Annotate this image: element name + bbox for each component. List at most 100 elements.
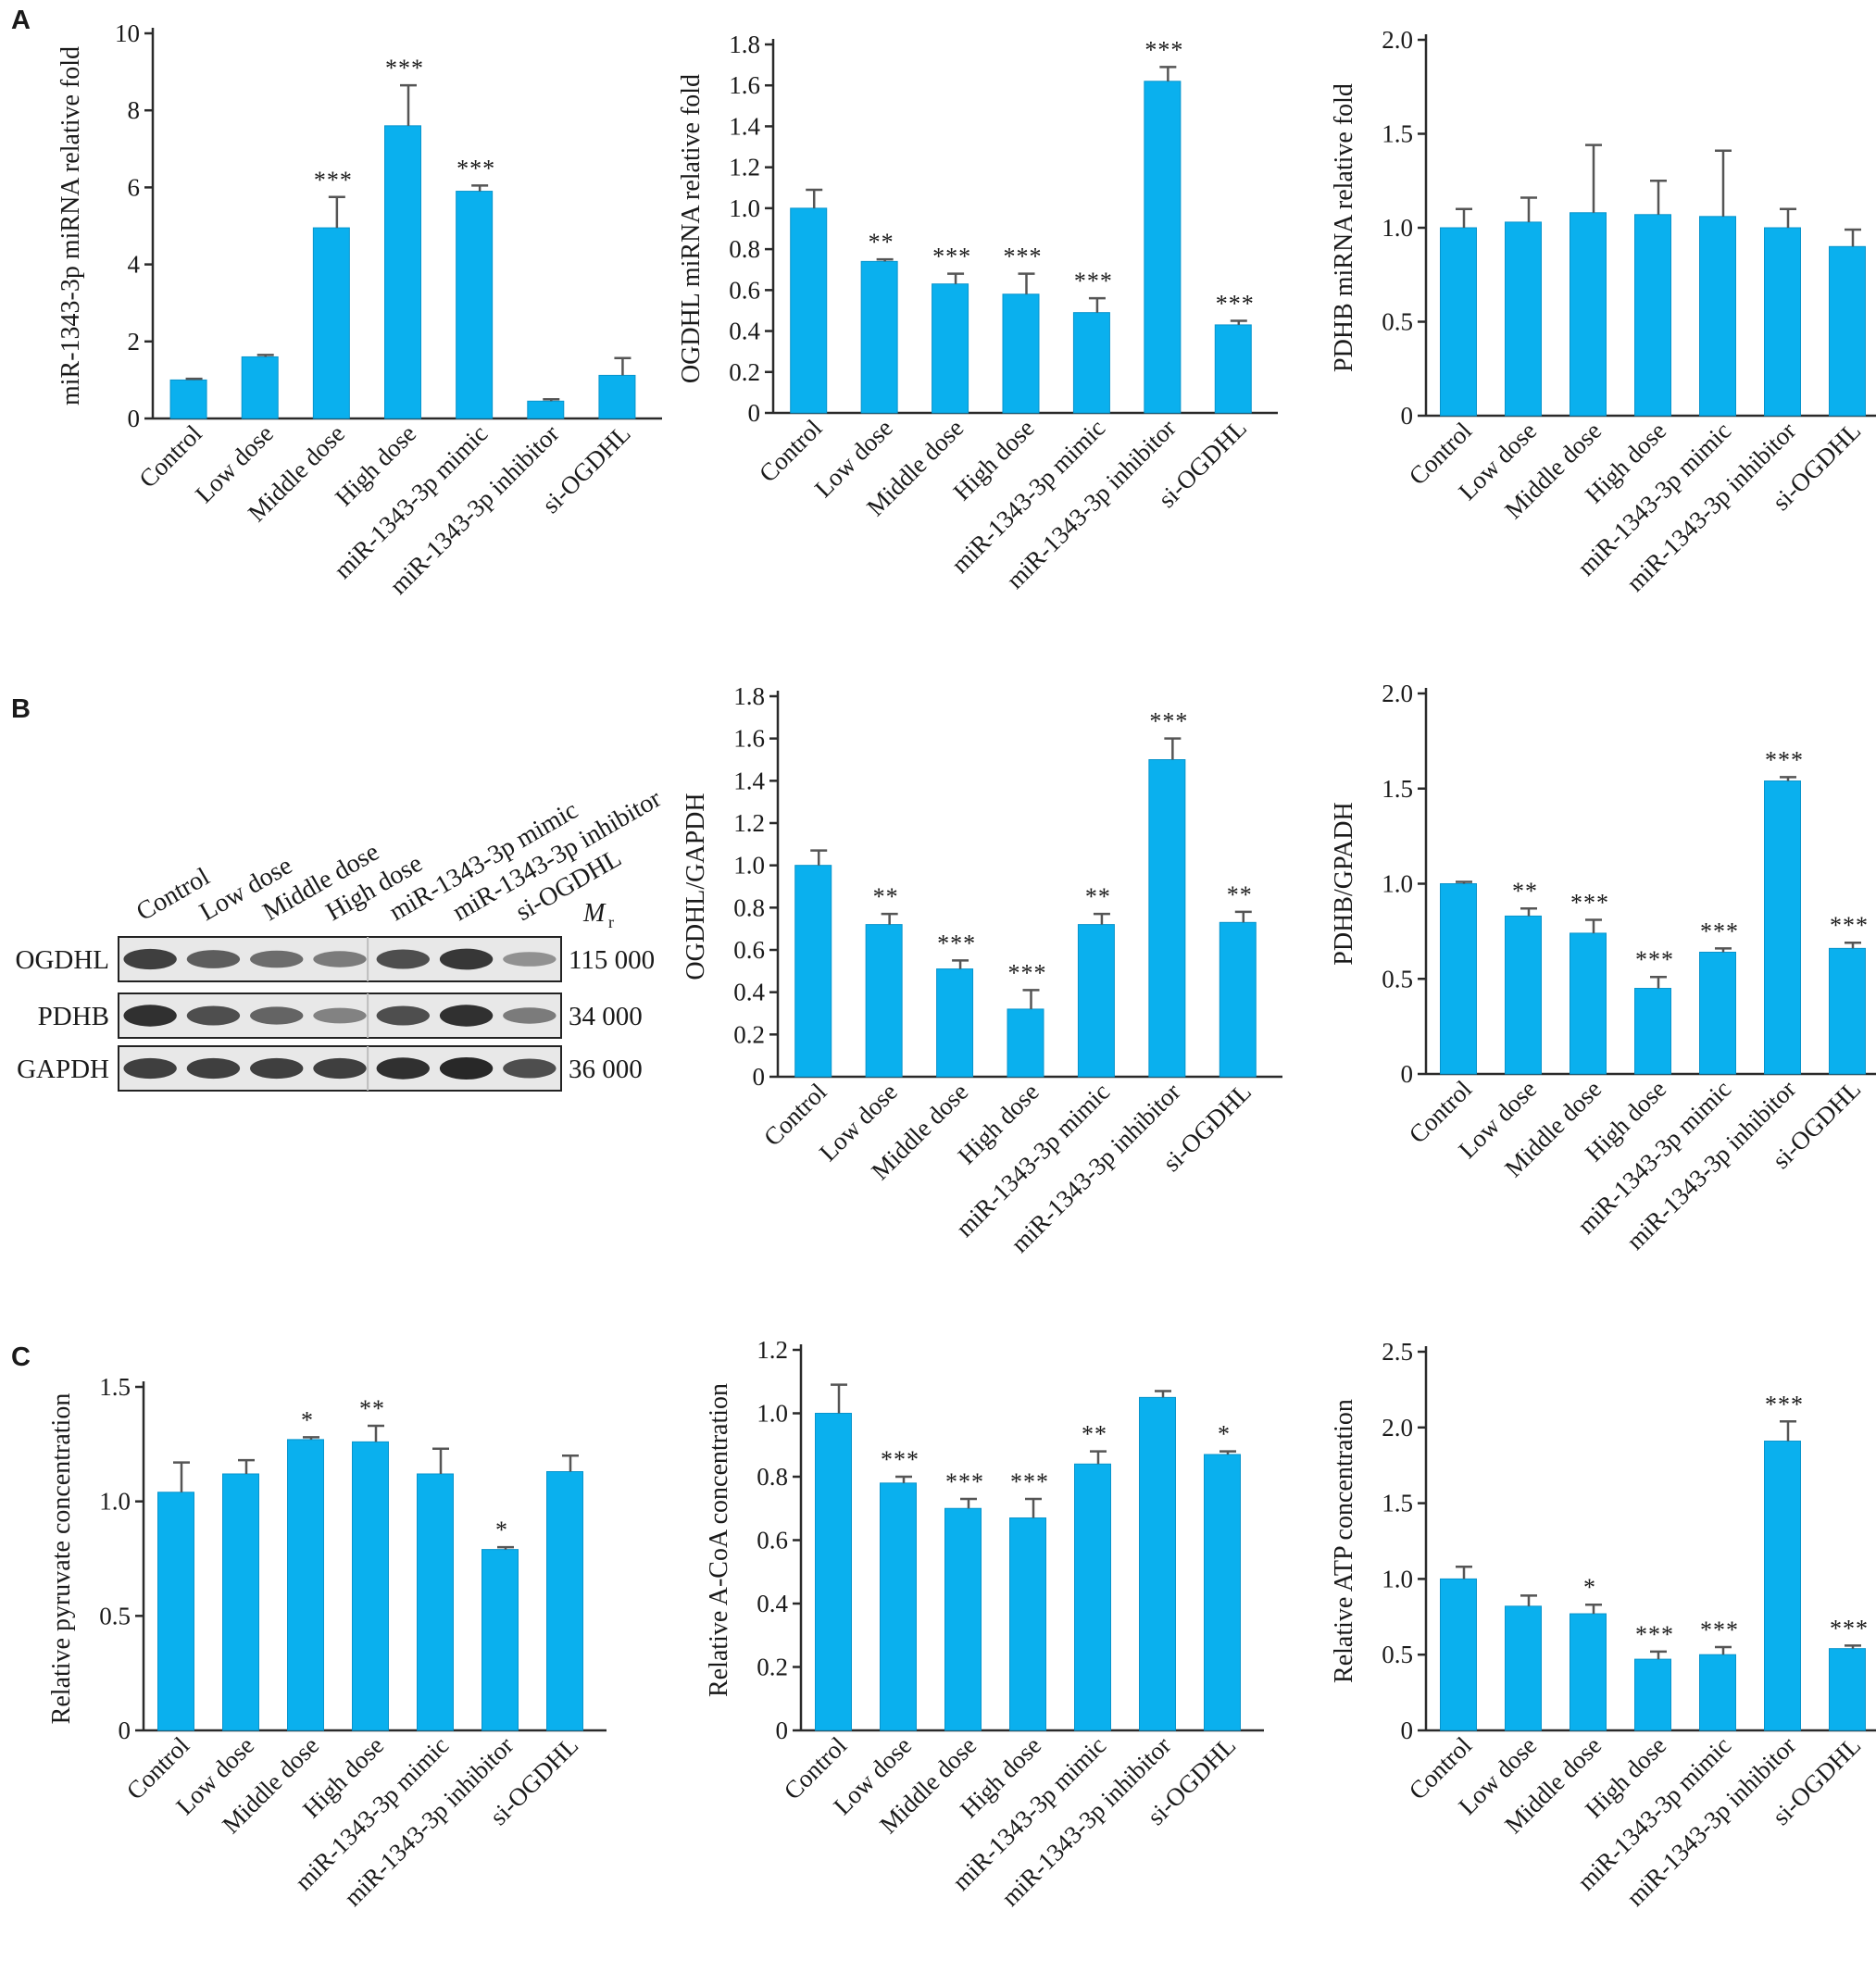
y-tick-label: 1.5 [1382, 1490, 1413, 1517]
significance-label: ** [1512, 878, 1538, 905]
y-tick-label: 0.6 [729, 276, 760, 304]
y-tick-label: 1.0 [1382, 870, 1413, 898]
significance-label: *** [1765, 746, 1804, 773]
significance-label: ** [869, 229, 894, 256]
y-tick-label: 1.0 [1382, 214, 1413, 242]
blot-band [503, 1058, 557, 1079]
significance-label: *** [1004, 243, 1043, 270]
significance-label: *** [314, 167, 353, 194]
y-tick-label: 1.0 [733, 852, 765, 880]
bar [1440, 1578, 1477, 1731]
bar [1829, 245, 1866, 417]
blot-band [376, 949, 430, 969]
significance-label: *** [1765, 1391, 1804, 1417]
bar [1570, 1613, 1607, 1731]
bar [794, 865, 832, 1078]
y-axis-label: Relative pyruvate concentration [47, 1393, 76, 1725]
blot-band [503, 952, 557, 967]
y-tick-label: 1.0 [729, 194, 760, 222]
y-tick-label: 0 [1401, 402, 1414, 430]
bar [1007, 1008, 1044, 1078]
bar [790, 207, 828, 414]
blot-band [376, 1057, 430, 1080]
bar [1699, 216, 1736, 417]
bar [932, 283, 969, 414]
blot-band [503, 1007, 557, 1024]
y-axis-label: miR-1343-3p miRNA relative fold [56, 46, 85, 406]
significance-label: *** [937, 930, 976, 956]
bar [1440, 227, 1477, 417]
significance-label: ** [359, 1395, 385, 1422]
significance-label: *** [1149, 708, 1188, 735]
blot-band [376, 1005, 430, 1026]
blot-band [186, 1057, 241, 1080]
bar [1002, 293, 1040, 414]
significance-label: *** [1570, 890, 1609, 917]
y-tick-label: 0.4 [733, 979, 765, 1006]
y-tick-label: 10 [115, 19, 140, 47]
blot-band [123, 948, 177, 970]
mr-label: M [582, 899, 607, 928]
bar [456, 191, 494, 419]
significance-label: *** [1635, 1621, 1674, 1648]
significance-label: *** [1144, 36, 1183, 63]
significance-label: *** [1635, 946, 1674, 973]
bar [1764, 227, 1801, 417]
blot-band [439, 1005, 494, 1027]
y-tick-label: 4 [128, 251, 141, 279]
blot-band [186, 950, 241, 968]
significance-label: *** [1830, 1615, 1869, 1642]
y-tick-label: 0 [119, 1717, 131, 1744]
y-tick-label: 1.4 [729, 112, 760, 140]
bar [1764, 780, 1801, 1075]
significance-label: *** [1830, 912, 1869, 939]
y-tick-label: 2 [128, 328, 141, 356]
significance-label: *** [1216, 291, 1255, 318]
y-tick-label: 0.4 [757, 1590, 788, 1617]
significance-label: * [1218, 1421, 1231, 1448]
bar [169, 379, 207, 419]
significance-label: ** [873, 883, 899, 910]
bar [1570, 932, 1607, 1075]
bar [1634, 1658, 1671, 1731]
bar [1072, 312, 1110, 414]
blot-band [313, 951, 367, 968]
y-tick-label: 0.2 [729, 358, 760, 386]
bar [880, 1482, 917, 1731]
y-tick-label: 6 [128, 173, 141, 201]
y-tick-label: 2.5 [1382, 1338, 1413, 1366]
y-tick-label: 1.5 [1382, 775, 1413, 803]
panel-label-b: B [11, 694, 31, 724]
y-tick-label: 0 [748, 399, 761, 427]
bar [157, 1492, 194, 1731]
bar [287, 1439, 324, 1731]
y-tick-label: 1.8 [729, 31, 760, 58]
blot-band [313, 1057, 367, 1080]
bar [352, 1441, 389, 1731]
bar [482, 1549, 519, 1731]
significance-label: *** [932, 243, 971, 270]
bar [1440, 883, 1477, 1075]
significance-label: * [301, 1406, 314, 1433]
y-tick-label: 0.8 [733, 893, 765, 921]
bar [1204, 1454, 1241, 1731]
significance-label: ** [1085, 883, 1111, 910]
significance-label: ** [1227, 881, 1253, 908]
significance-label: *** [1010, 1468, 1049, 1495]
y-tick-label: 8 [128, 96, 141, 124]
significance-label: *** [1700, 918, 1739, 944]
significance-label: *** [1700, 1617, 1739, 1643]
panel-label-a: A [11, 6, 31, 35]
bar [241, 356, 279, 419]
y-tick-label: 0.5 [1382, 1641, 1413, 1668]
significance-label: *** [456, 155, 495, 181]
blot-band [186, 1005, 241, 1026]
blot-band [123, 1057, 177, 1080]
y-axis-label: Relative A-CoA concentration [705, 1383, 733, 1697]
blot-row-label: OGDHL [16, 945, 110, 975]
significance-label: ** [1082, 1421, 1107, 1448]
